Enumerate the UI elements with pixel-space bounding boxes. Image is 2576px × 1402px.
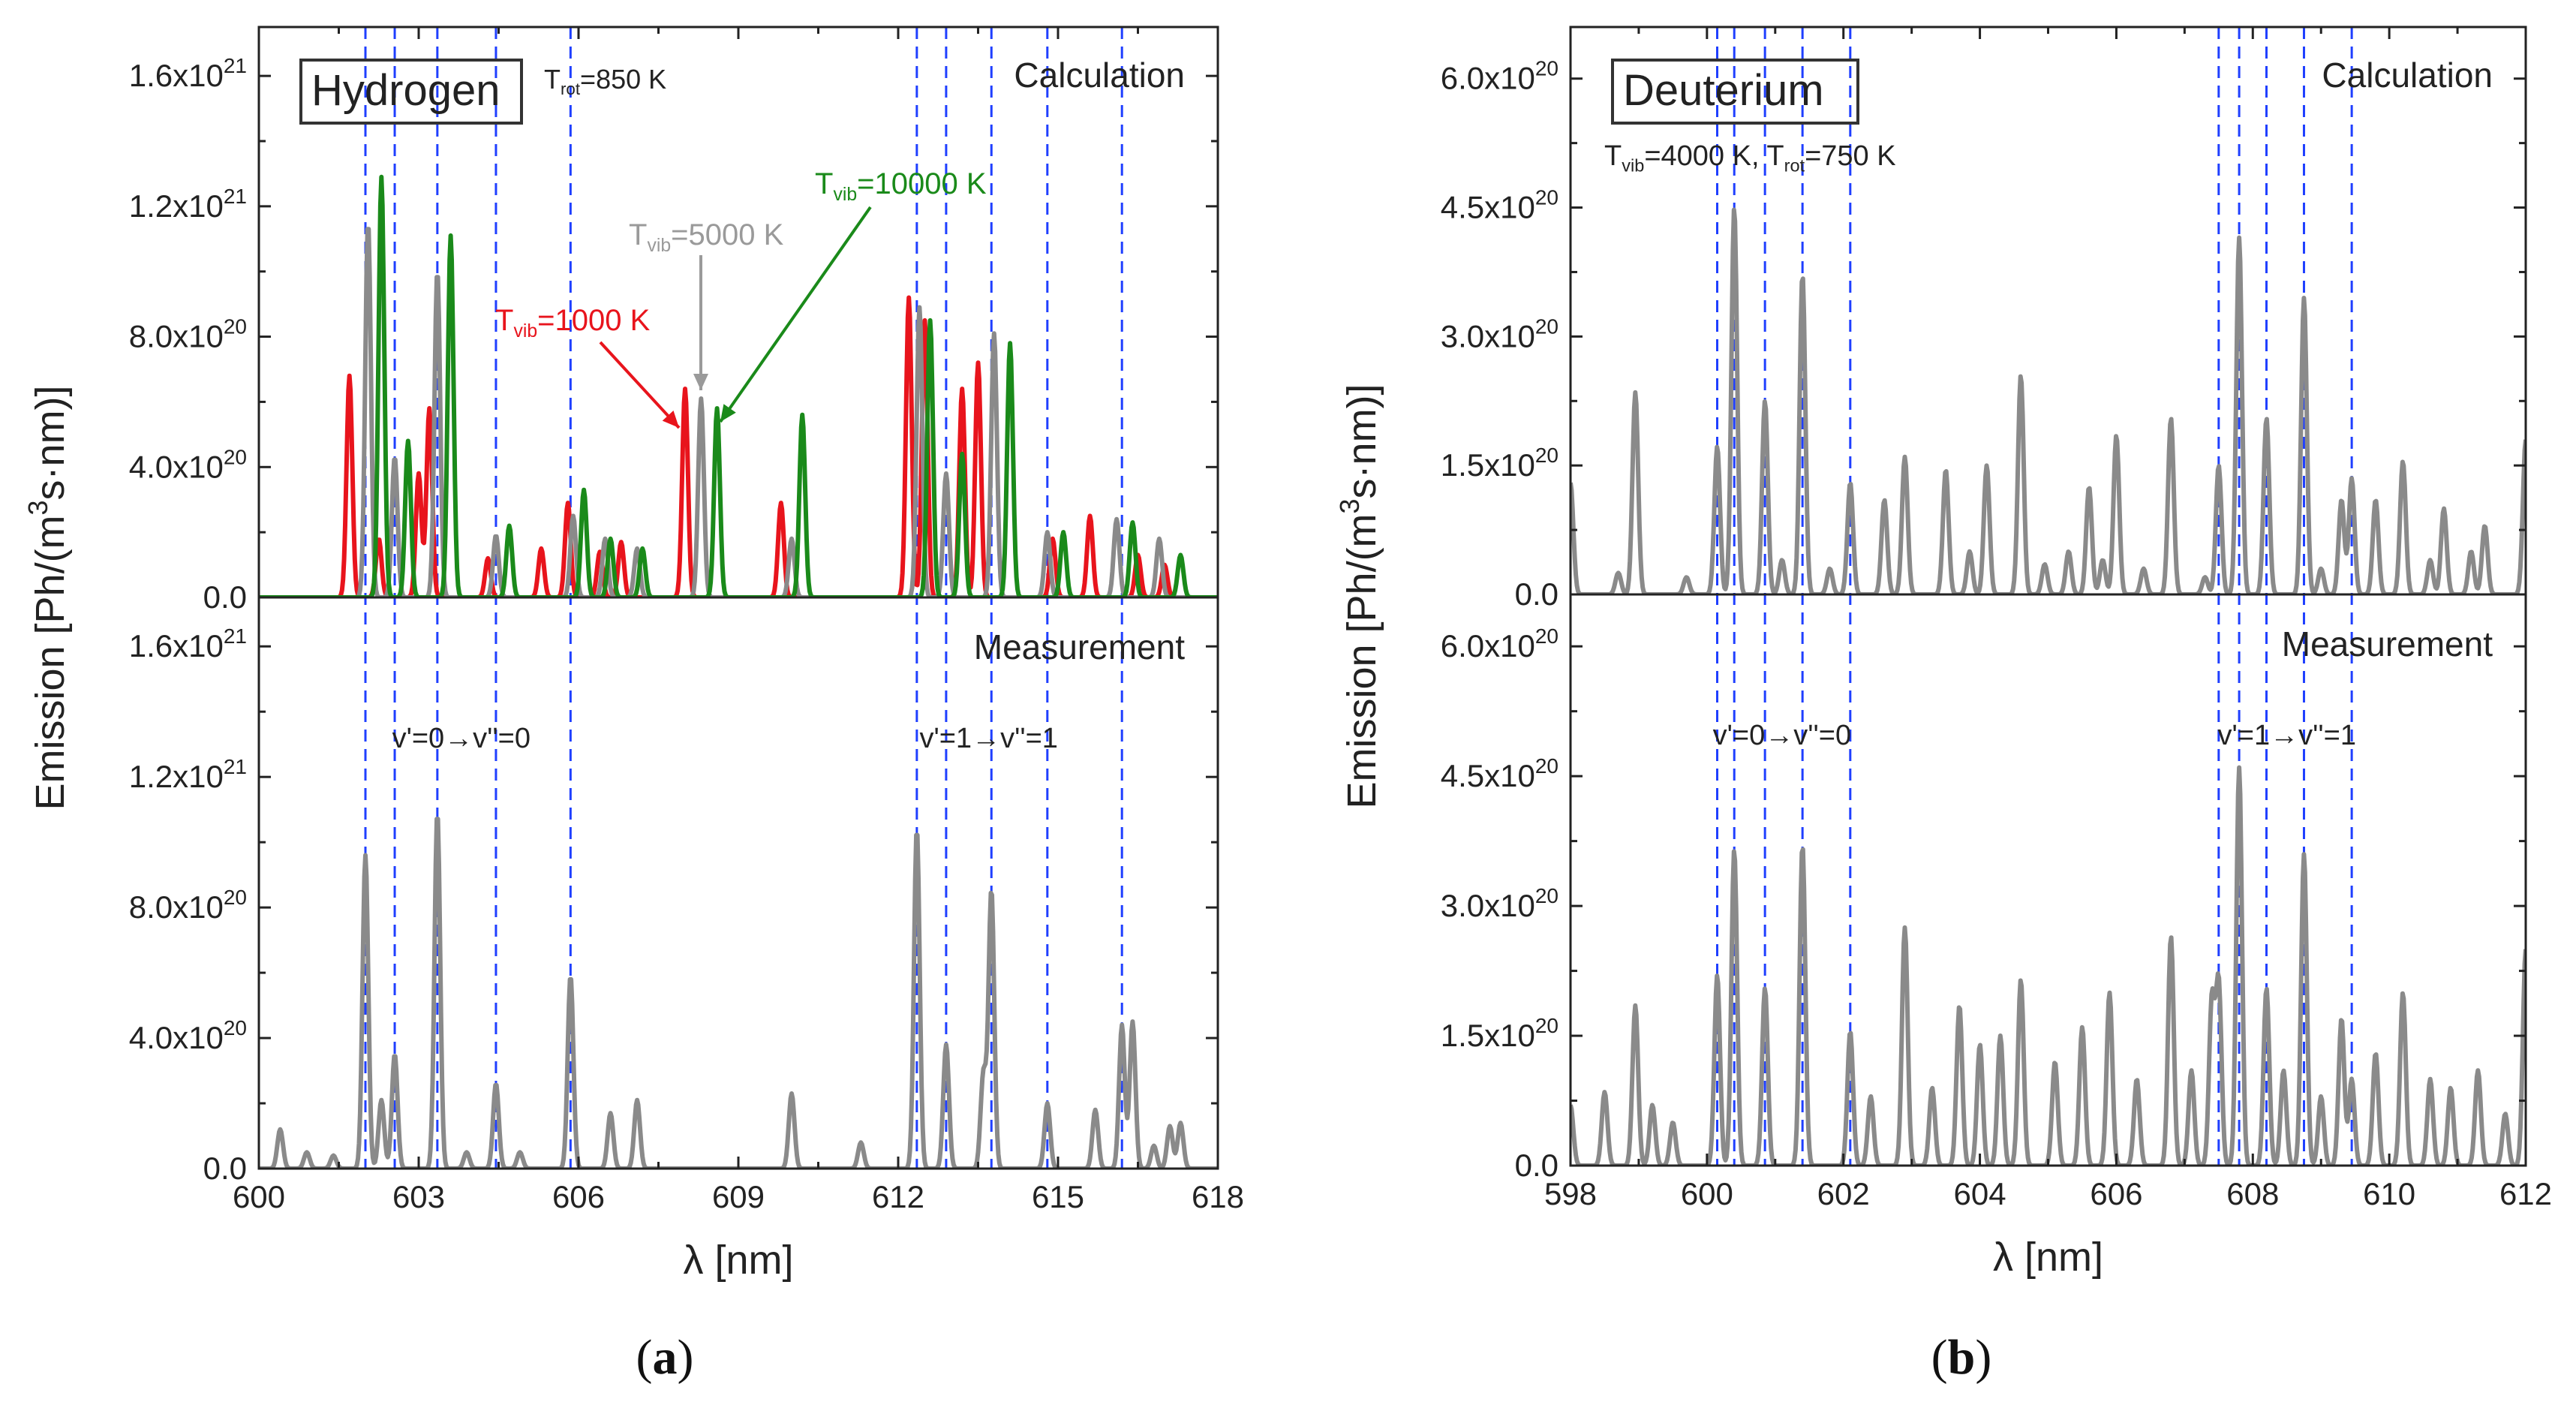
y-tick-label: 8.0x1020 [129,886,247,925]
calculation-plot [1571,207,2526,594]
panel-b: 0.0 1.5x1020 3.0x1020 4.5x1020 6.0x1020 0.0 1.… [1334,26,2552,1385]
x-tick-label: 606 [2090,1176,2142,1211]
annotation: Trot=850 K [544,64,666,98]
x-tick-label: 606 [552,1179,605,1214]
y-axis-label: Emission [Ph/(m3s·nm)] [1334,384,1384,808]
series-line [1571,765,2526,1166]
x-tick-label: 598 [1544,1176,1597,1211]
x-axis-label: λ [nm] [1993,1235,2103,1280]
y-tick-label: 4.5x1020 [1441,754,1559,793]
y-tick-label: 1.2x1021 [129,185,247,224]
x-tick-label: 609 [712,1179,765,1214]
y-tick-label: 4.5x1020 [1441,186,1559,225]
x-tick-label: 612 [2499,1176,2552,1211]
arrow-head [693,374,708,390]
arrow-head [720,404,736,422]
x-axis-label: λ [nm] [683,1238,793,1283]
y-tick-label: 1.5x1020 [1441,444,1559,483]
box-label-frame [1611,59,1859,125]
annotation-arrow [719,206,872,423]
band-label: v'=0→v''=0 [392,723,531,754]
y-tick-label: 1.5x1020 [1441,1014,1559,1053]
y-tick-label: 1.6x1021 [129,54,247,93]
y-tick-label: 6.0x1020 [1441,624,1559,663]
y-tick-label: 3.0x1020 [1441,884,1559,923]
annotation: Tvib=1000 K [495,304,651,341]
y-tick-label: 0.0 [203,579,247,615]
y-tick-label: 1.6x1021 [129,624,247,663]
box-label: Deuterium [1623,66,1824,115]
x-tick-label: 604 [1954,1176,2006,1211]
band-label: v'=0→v''=0 [1713,720,1851,751]
y-tick-label: 4.0x1020 [129,445,247,484]
x-tick-label: 618 [1192,1179,1244,1214]
x-tick-label: 600 [233,1179,285,1214]
x-tick-label: 603 [392,1179,445,1214]
x-tick-label: 602 [1817,1176,1870,1211]
y-tick-label: 0.0 [1515,576,1559,612]
y-tick-label: 0.0 [203,1151,247,1186]
x-tick-label: 615 [1032,1179,1084,1214]
annotation: Tvib=10000 K [815,167,987,205]
y-axis-label: Emission [Ph/(m3s·nm)] [23,385,73,810]
calculation-title: Calculation [2322,56,2493,95]
box-label-frame [299,59,523,125]
annotation: Tvib=4000 K, Trot=750 K [1604,140,1896,175]
panel-label: (b) [1931,1330,1992,1385]
y-tick-label: 6.0x1020 [1441,57,1559,96]
x-tick-label: 612 [872,1179,924,1214]
annotation-arrow [599,341,681,429]
measurement-title: Measurement [974,627,1185,666]
series-line [259,817,1218,1169]
y-tick-label: 8.0x1020 [129,315,247,354]
panel-label: (a) [636,1330,694,1385]
x-tick-label: 600 [1681,1176,1733,1211]
panel-a: 0.0 4.0x1020 8.0x1020 1.2x1021 1.6x1021 0.0 4.… [23,26,1244,1385]
box-label: Hydrogen [311,66,500,115]
calculation-title: Calculation [1014,56,1185,95]
measurement-plot [1571,765,2526,1166]
series-line [1571,207,2526,594]
measurement-plot [259,817,1218,1169]
y-tick-label: 1.2x1021 [129,755,247,794]
x-tick-label: 610 [2363,1176,2415,1211]
annotation: Tvib=5000 K [629,218,784,256]
band-label: v'=1→v''=1 [919,723,1057,754]
y-tick-label: 0.0 [1515,1148,1559,1183]
measurement-title: Measurement [2282,624,2493,663]
arrow-head [662,411,679,428]
y-tick-label: 4.0x1020 [129,1016,247,1055]
x-tick-label: 608 [2226,1176,2279,1211]
y-tick-label: 3.0x1020 [1441,314,1559,354]
band-label: v'=1→v''=1 [2218,720,2356,751]
